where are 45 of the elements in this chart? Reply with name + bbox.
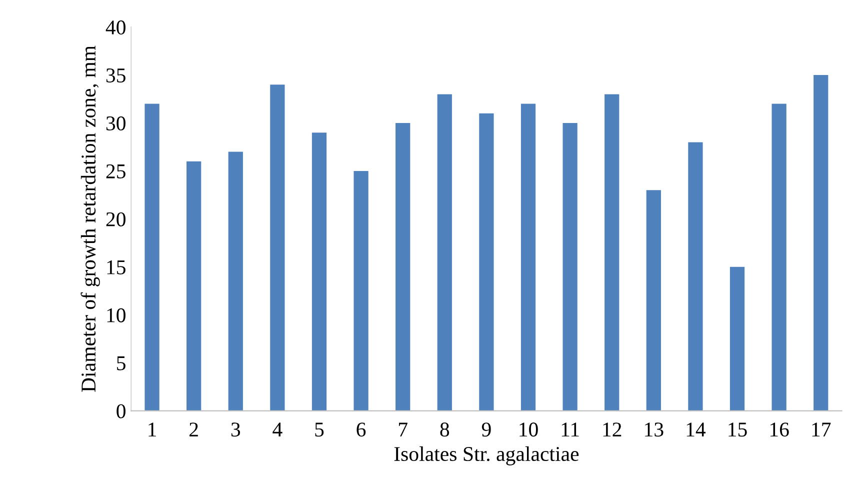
x-tick-label: 13 [645, 422, 664, 437]
x-tick-label: 8 [440, 422, 450, 437]
bar [520, 104, 536, 411]
x-tick-label: 7 [399, 422, 408, 436]
y-tick-label: 40 [106, 20, 126, 34]
x-tick-label: 16 [770, 422, 789, 437]
bar [730, 266, 745, 411]
bar [646, 190, 661, 411]
bar [186, 161, 202, 411]
y-tick-label: 15 [107, 260, 126, 274]
x-tick-label: 17 [812, 422, 831, 436]
bar [437, 94, 452, 411]
bar [312, 132, 327, 411]
y-tick-label: 25 [106, 164, 126, 178]
x-tick-label: 1 [148, 422, 156, 436]
bar [228, 152, 243, 411]
y-tick-label: 10 [107, 308, 126, 322]
x-tick-label: 5 [315, 422, 324, 437]
x-tick-label: 6 [356, 422, 366, 437]
y-tick-label: 0 [116, 404, 126, 418]
x-axis-title: Isolates Str. agalactiae [394, 446, 579, 466]
x-tick-label: 14 [686, 422, 706, 436]
x-tick-label: 11 [562, 422, 579, 436]
x-tick-label: 4 [272, 422, 282, 436]
bar [688, 142, 703, 411]
x-tick-label: 9 [482, 422, 491, 437]
x-tick-label: 3 [231, 422, 240, 437]
y-tick-label: 35 [106, 68, 126, 82]
x-tick-label: 2 [190, 422, 198, 436]
bar [144, 104, 160, 411]
bar [270, 84, 285, 411]
y-axis-title: Diameter of growth retardation zone, mm [80, 46, 100, 392]
bar [814, 75, 828, 411]
bar [772, 104, 786, 411]
x-tick-label: 12 [603, 422, 622, 436]
bar [396, 123, 410, 411]
y-tick-label: 5 [117, 356, 126, 370]
bar [562, 123, 578, 411]
bar [604, 94, 620, 411]
y-tick-label: 20 [106, 212, 126, 226]
y-tick-label: 30 [106, 116, 126, 130]
bar [479, 113, 494, 411]
bar [354, 170, 368, 411]
x-tick-label: 15 [728, 422, 747, 437]
x-tick-label: 10 [520, 422, 538, 437]
